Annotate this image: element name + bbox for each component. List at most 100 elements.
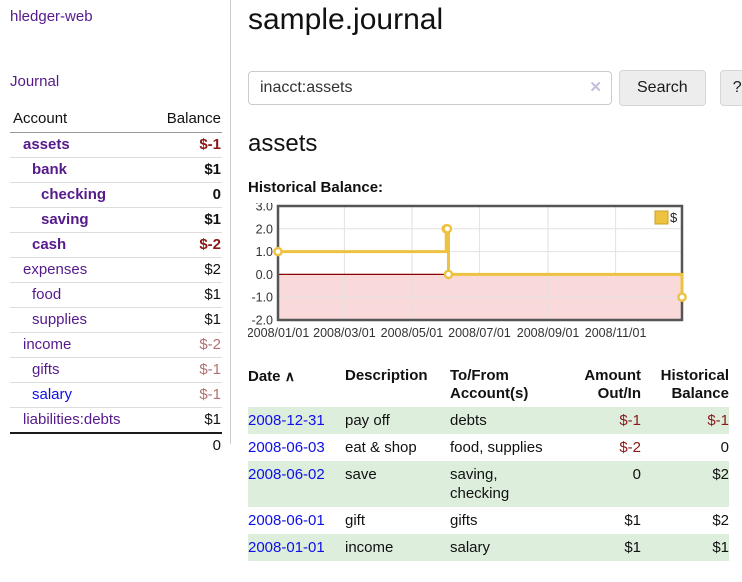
account-column-header: To/From Account(s): [450, 367, 529, 402]
transaction-amount: $1: [624, 539, 641, 556]
account-row: salary $-1: [10, 382, 222, 408]
search-input[interactable]: [248, 71, 612, 105]
sidebar: hledger-web Journal Account Balance asse…: [0, 0, 231, 458]
amount-column-header: Amount Out/In: [584, 367, 641, 402]
description-column-header: Description: [345, 367, 428, 384]
table-row[interactable]: 2008-06-01 gift gifts $1 $2: [248, 507, 729, 534]
account-link[interactable]: bank: [32, 161, 68, 178]
transaction-balance: $2: [712, 466, 729, 483]
total-row: 0: [10, 432, 222, 458]
svg-text:3.0: 3.0: [256, 203, 273, 214]
transaction-balance: $1: [712, 539, 729, 556]
account-link[interactable]: checking: [41, 186, 107, 203]
svg-text:-1.0: -1.0: [251, 291, 273, 305]
transaction-date-link[interactable]: 2008-06-03: [248, 439, 325, 456]
svg-text:2.0: 2.0: [256, 222, 273, 236]
account-row: saving $1: [10, 207, 222, 233]
transaction-description: save: [345, 466, 377, 483]
transaction-amount: $-2: [619, 439, 641, 456]
table-row[interactable]: 2008-06-03 eat & shop food, supplies $-2 0: [248, 434, 729, 461]
svg-text:1.0: 1.0: [256, 245, 273, 259]
search-form: ✕ Search ?: [248, 70, 742, 106]
account-balance: 0: [148, 182, 222, 208]
account-balance: $-2: [148, 232, 222, 258]
account-link[interactable]: supplies: [32, 311, 88, 328]
balance-column-header: Historical Balance: [660, 367, 729, 402]
transaction-balance: $2: [712, 512, 729, 529]
transaction-date-link[interactable]: 2008-06-01: [248, 512, 325, 529]
svg-text:2008/07/01: 2008/07/01: [448, 326, 511, 340]
account-link[interactable]: gifts: [32, 361, 60, 378]
sidebar-item-journal[interactable]: Journal: [10, 73, 60, 90]
transaction-balance: 0: [720, 439, 729, 456]
account-balance: $1: [148, 282, 222, 308]
transaction-description: pay off: [345, 412, 390, 429]
account-row: gifts $-1: [10, 357, 222, 383]
account-balance: $1: [148, 157, 222, 183]
account-row: checking 0: [10, 182, 222, 208]
account-row: cash $-2: [10, 232, 222, 258]
chart-legend: $: [654, 210, 678, 225]
account-balance: $1: [148, 207, 222, 233]
transaction-accounts: gifts: [450, 512, 478, 529]
transaction-balance: $-1: [707, 412, 729, 429]
transaction-date-link[interactable]: 2008-06-02: [248, 466, 325, 483]
help-button[interactable]: ?: [719, 70, 742, 106]
balance-column-header: Balance: [148, 107, 222, 133]
svg-text:2008/05/01: 2008/05/01: [381, 326, 444, 340]
transaction-description: gift: [345, 512, 366, 529]
page-title: sample.journal: [248, 3, 444, 36]
date-column-header[interactable]: Date ∧: [248, 368, 295, 385]
transaction-date-link[interactable]: 2008-01-01: [248, 539, 325, 556]
transaction-description: income: [345, 539, 394, 556]
account-row: food $1: [10, 282, 222, 308]
account-balance: $-1: [148, 357, 222, 383]
account-row: income $-2: [10, 332, 222, 358]
table-row[interactable]: 2008-12-31 pay off debts $-1 $-1: [248, 407, 729, 434]
historical-balance-chart: $3.0 2.0 1.0 0.0 -1.0 -2.0 2008/01/01 2008/03/0…: [247, 200, 742, 346]
total-balance: 0: [148, 432, 222, 458]
account-balance: $2: [148, 257, 222, 283]
svg-text:2008/01/01: 2008/01/01: [248, 326, 309, 340]
account-balance: $-1: [148, 132, 222, 158]
transaction-date-link[interactable]: 2008-12-31: [248, 412, 325, 429]
account-balance: $1: [148, 307, 222, 333]
account-link[interactable]: liabilities:debts: [23, 411, 121, 428]
table-row[interactable]: 2008-01-01 income salary $1 $1: [248, 534, 729, 561]
clear-search-icon[interactable]: ✕: [589, 79, 602, 96]
account-link[interactable]: income: [23, 336, 72, 353]
search-button[interactable]: Search: [619, 70, 706, 106]
app-layout: hledger-web Journal Account Balance asse…: [0, 0, 742, 561]
search-box: ✕: [248, 71, 612, 105]
account-link[interactable]: expenses: [23, 261, 88, 278]
account-link[interactable]: salary: [32, 386, 73, 403]
sort-ascending-icon: ∧: [284, 368, 295, 384]
account-row: bank $1: [10, 157, 222, 183]
account-row: expenses $2: [10, 257, 222, 283]
svg-text:2008/09/01: 2008/09/01: [517, 326, 580, 340]
account-link[interactable]: cash: [32, 236, 67, 253]
transaction-accounts: food, supplies: [450, 439, 543, 456]
svg-text:2008/11/01: 2008/11/01: [585, 326, 647, 340]
app-brand-link[interactable]: hledger-web: [10, 8, 93, 25]
transaction-accounts: saving, checking: [450, 466, 510, 502]
svg-text:-2.0: -2.0: [251, 314, 273, 328]
transaction-amount: $1: [624, 512, 641, 529]
account-row: supplies $1: [10, 307, 222, 333]
table-row[interactable]: 2008-06-02 save saving, checking 0 $2: [248, 461, 729, 507]
register-table: Date ∧ Description To/From Account(s) Am…: [248, 365, 729, 561]
transaction-description: eat & shop: [345, 439, 417, 456]
account-heading: assets: [248, 130, 318, 157]
account-link[interactable]: assets: [23, 136, 70, 153]
account-row: assets $-1: [10, 132, 222, 158]
account-balance: $-2: [148, 332, 222, 358]
account-column-header: Account: [10, 107, 149, 133]
transaction-accounts: debts: [450, 412, 487, 429]
account-balance: $1: [148, 407, 222, 434]
account-balance-table: Account Balance assets $-1 bank $1 checking 0…: [10, 107, 222, 458]
svg-text:2008/03/01: 2008/03/01: [313, 326, 376, 340]
transaction-amount: $-1: [619, 412, 641, 429]
account-link[interactable]: food: [32, 286, 62, 303]
account-link[interactable]: saving: [41, 211, 89, 228]
